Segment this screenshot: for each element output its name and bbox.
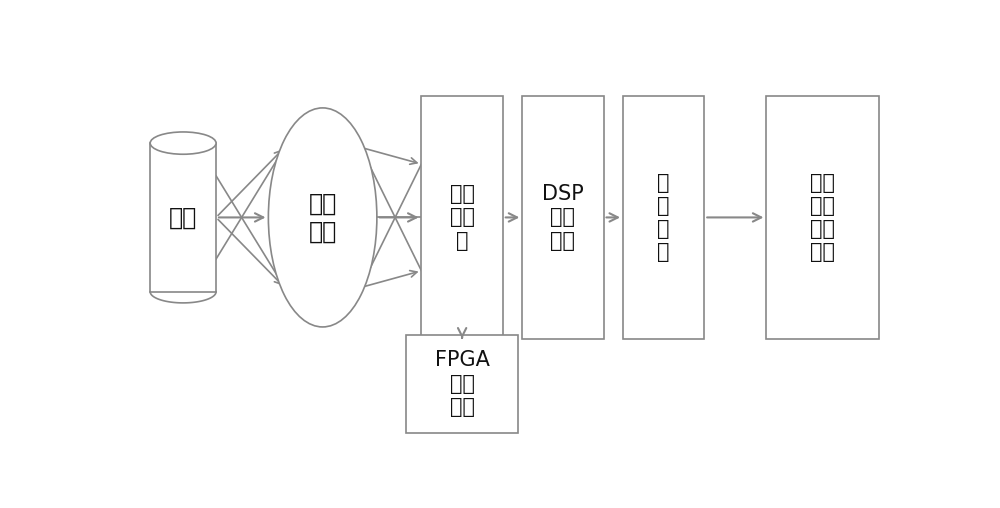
Text: 物体: 物体 — [169, 205, 197, 230]
Text: FPGA
处理
电路: FPGA 处理 电路 — [435, 351, 490, 417]
Bar — [522, 96, 604, 339]
Text: 外部
通信
接口
电路: 外部 通信 接口 电路 — [810, 173, 835, 262]
Ellipse shape — [150, 132, 216, 154]
Text: 红外
探测
器: 红外 探测 器 — [450, 184, 475, 250]
Text: 光学
系统: 光学 系统 — [308, 192, 337, 243]
Text: 存
储
电
路: 存 储 电 路 — [657, 173, 670, 262]
Bar — [766, 96, 879, 339]
Bar — [421, 96, 503, 339]
Bar — [150, 143, 216, 292]
Text: DSP
处理
电路: DSP 处理 电路 — [542, 184, 584, 250]
Bar — [623, 96, 704, 339]
Bar — [406, 335, 518, 433]
Ellipse shape — [268, 108, 377, 327]
